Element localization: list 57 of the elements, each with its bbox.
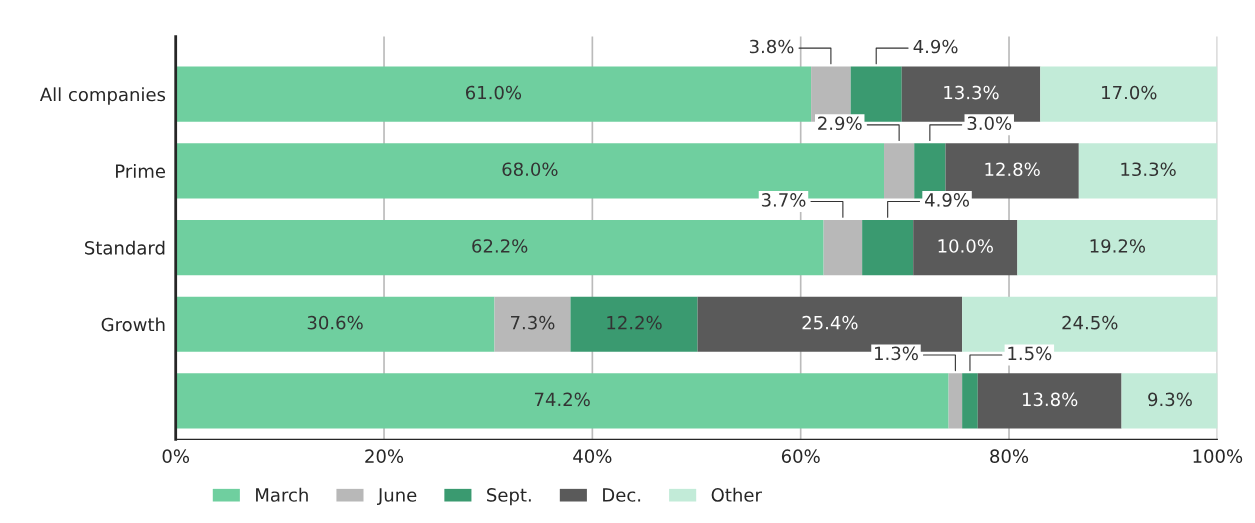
y-tick-label: Standard	[85, 240, 165, 255]
bar	[1078, 143, 1218, 199]
data-label: 12.2%	[607, 315, 662, 330]
data-label: 10.0%	[938, 239, 993, 253]
y-tick-label: Growth	[101, 317, 165, 332]
legend-label: Dec.	[603, 488, 641, 502]
bar	[175, 296, 495, 352]
bar	[1017, 219, 1218, 276]
bar	[913, 219, 1018, 276]
bar	[962, 373, 978, 429]
data-label: 30.6%	[307, 315, 363, 330]
data-label: 1.5%	[1008, 346, 1052, 361]
x-tick-label: 0%	[162, 449, 190, 464]
data-label: 7.3%	[511, 315, 555, 330]
data-label: 12.8%	[985, 162, 1040, 177]
x-tick-label: 60%	[781, 449, 820, 464]
bar	[1121, 373, 1218, 429]
bar	[175, 373, 949, 429]
legend-label: Sept.	[487, 488, 531, 506]
data-label: 61.0%	[465, 85, 522, 100]
x-tick-label: 40%	[573, 449, 612, 464]
data-label: 74.2%	[534, 392, 590, 407]
legend-label: June	[377, 488, 417, 506]
data-label: 13.3%	[944, 85, 999, 100]
x-tick-label: 80%	[990, 449, 1029, 464]
data-label: 13.3%	[1121, 162, 1176, 177]
data-label: 4.9%	[913, 39, 958, 54]
y-tick-label: Prime	[116, 163, 166, 178]
data-label: 13.8%	[1022, 392, 1078, 407]
x-tick-label: 100%	[1193, 449, 1243, 464]
legend-label: Other	[711, 487, 762, 502]
data-label: 3.7%	[761, 193, 806, 207]
bar	[570, 296, 698, 352]
x-tick-label: 20%	[365, 449, 404, 464]
legend-label: March	[256, 487, 308, 502]
bar	[494, 296, 571, 352]
data-label: 3.8%	[749, 39, 794, 54]
bar	[1040, 66, 1218, 122]
data-label: 4.9%	[925, 193, 969, 207]
bar	[977, 373, 1122, 429]
bar	[948, 373, 963, 429]
data-label: 1.3%	[875, 346, 918, 361]
bar	[823, 219, 863, 276]
data-label: 3.0%	[967, 116, 1012, 131]
bar	[175, 219, 824, 276]
data-label: 9.3%	[1148, 392, 1192, 407]
y-tick-label: All companies	[39, 87, 166, 105]
bar	[884, 143, 915, 199]
data-label: 19.2%	[1090, 239, 1146, 253]
data-label: 68.0%	[502, 162, 558, 177]
data-label: 25.4%	[802, 315, 858, 330]
data-label: 2.9%	[818, 116, 862, 131]
bar	[175, 66, 812, 122]
bar	[862, 219, 914, 276]
data-label: 24.5%	[1062, 315, 1118, 330]
data-label: 17.0%	[1102, 85, 1157, 100]
data-label: 62.2%	[472, 239, 528, 253]
